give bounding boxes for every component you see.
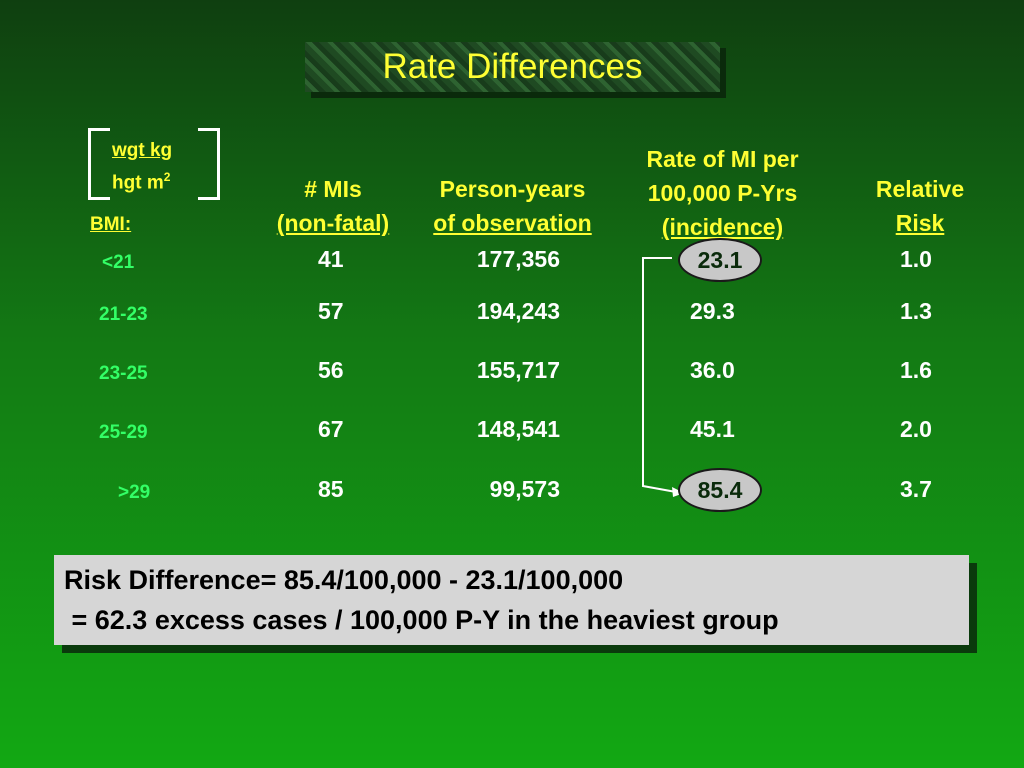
mis-value: 41	[318, 246, 344, 272]
mis-value: 57	[318, 298, 344, 324]
rate-highlight: 23.1	[678, 238, 762, 282]
rate-value: 36.0	[690, 357, 735, 383]
relative-risk-value: 2.0	[900, 416, 932, 442]
left-bracket-bottom	[88, 197, 110, 200]
risk-difference-note: Risk Difference= 85.4/100,000 - 23.1/100…	[54, 555, 969, 645]
bmi-formula	[88, 128, 220, 200]
title-box: Rate Differences	[305, 42, 720, 92]
bmi-label: 21-23	[99, 304, 148, 325]
slide-title: Rate Differences	[382, 47, 643, 86]
left-bracket-top	[88, 128, 110, 131]
relative-risk-value: 1.0	[900, 246, 932, 272]
rate-header: Rate of MI per 100,000 P-Yrs (incidence)	[646, 146, 799, 240]
bmi-header: BMI:	[90, 214, 132, 235]
person-years-value: 99,573	[489, 476, 560, 502]
right-bracket	[217, 128, 220, 200]
note-line-1: Risk Difference= 85.4/100,000 - 23.1/100…	[64, 565, 624, 595]
note-line-2: = 62.3 excess cases / 100,000 P-Y in the…	[64, 605, 779, 635]
person-years-value: 148,541	[476, 416, 560, 442]
person-years-value: 177,356	[476, 246, 560, 272]
connector-arrow	[642, 257, 684, 497]
bmi-label: >29	[118, 482, 151, 503]
mis-header: # MIs (non-fatal)	[276, 176, 390, 236]
formula-numerator: wgt kg	[112, 140, 173, 161]
rate-value: 29.3	[690, 298, 735, 324]
rate-highlight: 85.4	[678, 468, 762, 512]
relative-risk-header: Relative Risk	[875, 176, 965, 236]
person-years-value: 194,243	[476, 298, 560, 324]
rate-value: 45.1	[690, 416, 735, 442]
mis-value: 67	[318, 416, 344, 442]
formula-denominator: hgt m2	[112, 170, 171, 194]
rate-value: 85.4	[697, 476, 743, 503]
person-years-value: 155,717	[476, 357, 560, 383]
bmi-label: 25-29	[99, 422, 148, 443]
mis-value: 56	[318, 357, 344, 383]
relative-risk-value: 1.3	[900, 298, 932, 324]
right-bracket-top	[198, 128, 220, 131]
mis-value: 85	[318, 476, 344, 502]
right-bracket-bottom	[198, 197, 220, 200]
bmi-label: 23-25	[99, 363, 148, 384]
relative-risk-value: 1.6	[900, 357, 932, 383]
formula-exponent: 2	[163, 170, 171, 184]
rate-value: 23.1	[697, 246, 743, 273]
left-bracket	[88, 128, 91, 200]
bmi-label: <21	[102, 252, 135, 273]
relative-risk-value: 3.7	[900, 476, 932, 502]
person-years-header: Person-years of observation	[433, 176, 592, 236]
